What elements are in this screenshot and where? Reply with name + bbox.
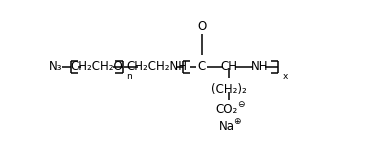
Text: NH: NH	[250, 60, 268, 73]
Text: ⊖: ⊖	[237, 100, 244, 109]
Text: CH₂CH₂O: CH₂CH₂O	[70, 60, 123, 73]
Text: (CH₂)₂: (CH₂)₂	[211, 83, 247, 96]
Text: C: C	[197, 60, 206, 73]
Text: Na: Na	[219, 120, 235, 133]
Text: O: O	[197, 20, 206, 33]
Text: N₃: N₃	[49, 60, 62, 73]
Text: CH: CH	[220, 60, 237, 73]
Text: ⊕: ⊕	[233, 117, 240, 126]
Text: CO₂: CO₂	[216, 103, 238, 116]
Text: x: x	[283, 72, 288, 81]
Text: CH₂CH₂NH: CH₂CH₂NH	[127, 60, 188, 73]
Text: n: n	[126, 72, 132, 81]
